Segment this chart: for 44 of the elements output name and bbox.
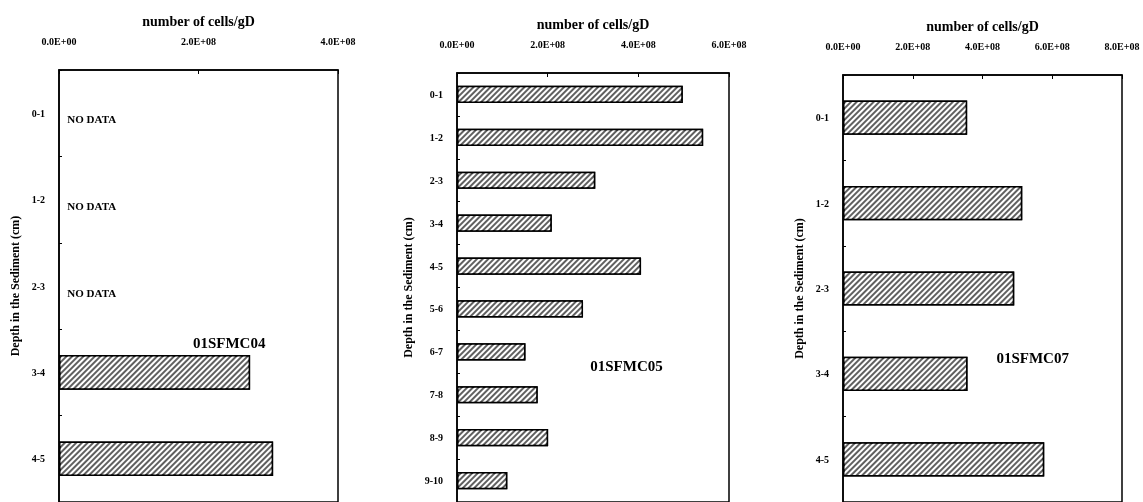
y-tick-label: 3-4 [31,366,45,378]
y-tick-label: 0-1 [429,88,443,100]
annotation: NO DATA [67,200,117,212]
y-tick-label: 0-1 [31,107,45,119]
y-tick-label: 9-10 [424,475,443,487]
y-axis-title: Depth in the Sediment (cm) [7,215,22,357]
y-tick-label: 1-2 [31,194,45,206]
x-tick-label: 2.0E+08 [181,35,216,47]
y-tick-label: 1-2 [815,197,829,209]
y-tick-label: 1-2 [429,131,443,143]
y-tick-label: 2-3 [815,283,829,294]
y-axis-title: Depth in the Sediment (cm) [400,217,415,358]
annotation: NO DATA [67,113,117,125]
x-tick-label: 0.0E+00 [825,40,861,52]
y-tick-label: 3-4 [429,217,443,229]
y-tick-label: 2-3 [429,174,443,186]
x-axis-title: number of cells/gD [926,18,1039,34]
annotation: 01SFMC04 [192,334,266,351]
x-tick-label: 0.0E+00 [439,38,475,50]
x-tick-label: 4.0E+08 [620,38,656,50]
x-tick-label: 4.0E+08 [320,35,356,47]
y-axis-title: Depth in the Sediment (cm) [791,218,806,359]
x-tick-label: 2.0E+08 [895,40,931,52]
x-tick-label: 8.0E+08 [1104,40,1140,52]
x-axis-title: number of cells/gD [142,13,255,29]
y-tick-label: 3-4 [815,368,829,380]
y-tick-label: 4-5 [429,260,443,272]
x-tick-label: 4.0E+08 [965,40,1000,52]
annotation: 01SFMC07 [996,349,1070,366]
y-tick-label: 5-6 [429,303,443,315]
y-tick-label: 7-8 [429,389,443,401]
x-axis-title: number of cells/gD [536,16,650,32]
x-tick-label: 6.0E+08 [1034,40,1070,52]
x-tick-label: 0.0E+00 [41,35,77,47]
y-tick-label: 6-7 [429,346,443,358]
x-tick-label: 6.0E+08 [711,38,747,50]
annotation: 01SFMC05 [590,358,663,375]
x-tick-label: 2.0E+08 [530,38,566,50]
y-tick-label: 4-5 [31,453,45,465]
y-tick-label: 0-1 [815,112,829,124]
y-tick-label: 4-5 [815,453,829,465]
y-tick-label: 2-3 [31,280,45,292]
annotation: NO DATA [67,287,117,299]
y-tick-label: 8-9 [429,432,443,444]
